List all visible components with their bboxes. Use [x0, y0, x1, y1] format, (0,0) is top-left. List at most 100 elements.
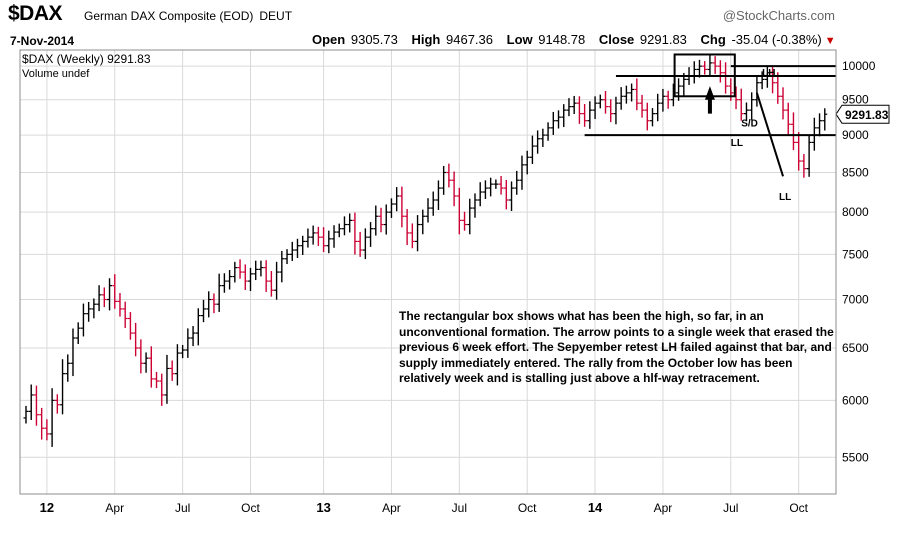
ohlc-bar	[169, 360, 175, 381]
supply-demand-line	[755, 92, 784, 177]
legend-series-label: $DAX (Weekly) 9291.83	[22, 52, 151, 66]
close-value: 9291.83	[639, 32, 687, 47]
ohlc-bar	[294, 238, 300, 258]
ohlc-bar	[373, 205, 379, 236]
ohlc-bar	[347, 213, 353, 233]
brand-logo[interactable]: @StockCharts.com	[722, 8, 835, 23]
ohlc-bar	[91, 298, 97, 319]
ohlc-bar	[665, 90, 671, 109]
y-tick-label: 7500	[842, 247, 869, 261]
ohlc-bar	[430, 191, 436, 216]
ohlc-bar	[660, 88, 666, 112]
ohlc-bar	[696, 59, 702, 78]
x-tick-label: Oct	[241, 501, 260, 515]
label-ll-second: LL	[779, 192, 791, 203]
ohlc-bar	[441, 165, 447, 195]
ohlc-bar	[206, 291, 212, 318]
chart-symbol: $DAX	[8, 2, 63, 25]
down-triangle-icon: ▼	[824, 35, 836, 47]
ohlc-bar	[331, 225, 337, 248]
ohlc-bar	[86, 301, 92, 322]
ohlc-bar	[237, 259, 243, 279]
last-value-tag: 9291.83	[835, 104, 890, 124]
ohlc-bar	[216, 273, 222, 312]
ohlc-bar	[148, 346, 154, 388]
y-tick-label: 9500	[842, 93, 869, 107]
ohlc-bar	[101, 287, 107, 308]
ohlc-bar	[649, 108, 655, 127]
ohlc-bar	[456, 187, 462, 235]
y-tick-label: 9000	[842, 128, 869, 142]
x-tick-label: Apr	[105, 501, 124, 515]
ohlc-bar	[770, 66, 776, 94]
ohlc-bar	[190, 326, 196, 347]
y-tick-label: 6500	[842, 341, 869, 355]
ohlc-bar	[608, 99, 614, 123]
x-tick-label: Jul	[175, 501, 190, 515]
chart-title: German DAX Composite (EOD) DEUT	[84, 9, 292, 23]
chg-value: -35.04 (-0.38%)	[731, 32, 822, 47]
ohlc-readout: Open 9305.73 High 9467.36 Low 9148.78 Cl…	[312, 32, 836, 47]
ohlc-bar	[315, 226, 321, 246]
ohlc-bar	[362, 228, 368, 260]
ohlc-bar	[582, 103, 588, 127]
y-tick-label: 7000	[842, 293, 869, 307]
y-tick-label: 10000	[842, 59, 876, 73]
chart-grid	[20, 50, 836, 494]
ohlc-bar	[535, 130, 541, 154]
ohlc-bar	[409, 223, 415, 249]
ohlc-bar	[545, 122, 551, 141]
ohlc-bar	[357, 231, 363, 257]
ohlc-bar	[310, 225, 316, 245]
ohlc-bar	[242, 264, 248, 290]
x-tick-label: Oct	[789, 501, 808, 515]
ohlc-bar	[133, 322, 139, 357]
ohlc-bar	[451, 171, 457, 207]
x-tick-label: 12	[40, 500, 54, 515]
ohlc-bar	[383, 204, 389, 235]
ohlc-bar	[503, 179, 509, 210]
last-value-label: 9291.83	[845, 108, 889, 122]
ohlc-bar	[112, 274, 118, 309]
ohlc-bar	[597, 94, 603, 109]
ohlc-bar	[462, 211, 468, 231]
series-legend: $DAX (Weekly) 9291.83	[22, 52, 151, 66]
ohlc-bar	[321, 227, 327, 253]
ohlc-bar	[707, 54, 713, 77]
ohlc-bar	[467, 198, 473, 235]
label-ll-first: LL	[731, 138, 743, 149]
ohlc-bar	[728, 78, 734, 101]
ohlc-bar	[143, 352, 149, 373]
x-tick-label: Apr	[654, 501, 673, 515]
ohlc-bar	[702, 61, 708, 75]
ohlc-bar	[70, 328, 76, 377]
ohlc-bar	[33, 385, 39, 426]
ohlc-bar	[817, 113, 823, 137]
ohlc-bar	[425, 198, 431, 223]
ohlc-bar	[279, 250, 285, 283]
ohlc-bar	[404, 209, 410, 246]
ohlc-bar	[514, 170, 520, 195]
x-tick-label: Jul	[452, 501, 467, 515]
ohlc-bar	[378, 207, 384, 233]
ohlc-bar	[519, 155, 525, 190]
ohlc-bar	[603, 91, 609, 114]
ohlc-bar	[623, 85, 629, 104]
ohlc-bar	[477, 182, 483, 207]
ohlc-bar	[785, 102, 791, 136]
plot-frame	[19, 49, 837, 495]
ohlc-bar	[493, 179, 499, 189]
axis-ticks: 5500 6000 6500 7000 7500 8000 8500 9000 9500 1000…	[40, 59, 876, 515]
ohlc-bar	[676, 78, 682, 101]
ohlc-bar	[159, 373, 165, 406]
ohlc-bar	[107, 278, 113, 311]
ohlc-bar	[154, 371, 160, 389]
close-label: Close	[598, 32, 635, 47]
ohlc-bar	[717, 60, 723, 83]
ohlc-bar	[368, 222, 374, 247]
ohlc-bar	[587, 101, 593, 129]
high-label: High	[411, 32, 441, 47]
volume-legend: Volume undef	[22, 68, 89, 80]
ohlc-bar	[655, 93, 661, 122]
